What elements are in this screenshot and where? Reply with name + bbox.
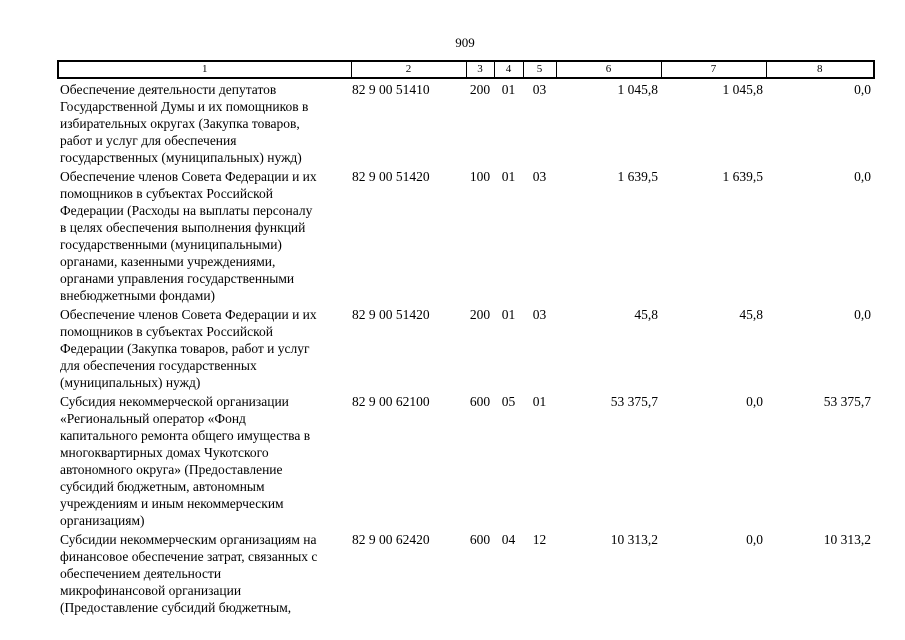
row-regional-cell: 0,0 <box>854 82 871 97</box>
table-row: Обеспечение деятельности депутатов Госуд… <box>58 78 874 166</box>
row-regional-cell: 10 313,2 <box>823 532 871 547</box>
table-row: Обеспечение членов Совета Федерации и их… <box>58 304 874 391</box>
row-federal-cell: 1 639,5 <box>722 169 764 184</box>
row-name-cell: Обеспечение членов Совета Федерации и их… <box>60 169 317 303</box>
row-code-cell: 82 9 00 51410 <box>352 82 430 97</box>
row-name-cell: Обеспечение деятельности депутатов Госуд… <box>60 82 309 165</box>
row-federal-cell: 0,0 <box>746 532 763 547</box>
table-row: Субсидии некоммерческим организациям на … <box>58 529 874 616</box>
row-federal-cell: 0,0 <box>746 394 763 409</box>
row-federal-cell: 1 045,8 <box>722 82 764 97</box>
row-code-cell: 82 9 00 62100 <box>352 394 430 409</box>
table-row: Обеспечение членов Совета Федерации и их… <box>58 166 874 304</box>
column-header-5: 5 <box>522 60 557 79</box>
row-federal-cell: 45,8 <box>739 307 763 322</box>
column-header-3: 3 <box>465 60 495 79</box>
row-rz-cell: 05 <box>501 394 516 409</box>
row-pr-cell: 01 <box>532 394 547 409</box>
row-regional-cell: 0,0 <box>854 307 871 322</box>
column-header-2: 2 <box>350 60 467 79</box>
row-rz-cell: 01 <box>501 169 516 184</box>
row-name-cell: Субсидии некоммерческим организациям на … <box>60 532 318 615</box>
column-header-6: 6 <box>555 60 662 79</box>
column-header-7: 7 <box>660 60 767 79</box>
row-total-cell: 1 045,8 <box>617 82 659 97</box>
row-vr-cell: 600 <box>469 532 491 547</box>
row-total-cell: 10 313,2 <box>610 532 658 547</box>
row-total-cell: 53 375,7 <box>610 394 658 409</box>
row-name-cell: Обеспечение членов Совета Федерации и их… <box>60 307 317 390</box>
row-vr-cell: 200 <box>469 82 491 97</box>
row-vr-cell: 100 <box>469 169 491 184</box>
row-regional-cell: 53 375,7 <box>823 394 871 409</box>
row-name-cell: Субсидия некоммерческой организации «Рег… <box>60 394 311 528</box>
row-vr-cell: 200 <box>469 307 491 322</box>
row-code-cell: 82 9 00 51420 <box>352 169 430 184</box>
column-header-8: 8 <box>765 60 875 79</box>
table-row: Субсидия некоммерческой организации «Рег… <box>58 391 874 529</box>
column-header-4: 4 <box>493 60 524 79</box>
row-regional-cell: 0,0 <box>854 169 871 184</box>
row-pr-cell: 03 <box>532 82 547 97</box>
row-pr-cell: 03 <box>532 307 547 322</box>
row-code-cell: 82 9 00 51420 <box>352 307 430 322</box>
row-rz-cell: 01 <box>501 82 516 97</box>
column-header-1: 1 <box>57 60 352 79</box>
row-vr-cell: 600 <box>469 394 491 409</box>
row-total-cell: 45,8 <box>634 307 658 322</box>
table-body: Обеспечение деятельности депутатов Госуд… <box>58 78 874 616</box>
row-total-cell: 1 639,5 <box>617 169 659 184</box>
row-code-cell: 82 9 00 62420 <box>352 532 430 547</box>
page-number: 909 <box>455 35 475 50</box>
row-rz-cell: 01 <box>501 307 516 322</box>
row-pr-cell: 03 <box>532 169 547 184</box>
row-pr-cell: 12 <box>532 532 547 547</box>
row-rz-cell: 04 <box>501 532 516 547</box>
